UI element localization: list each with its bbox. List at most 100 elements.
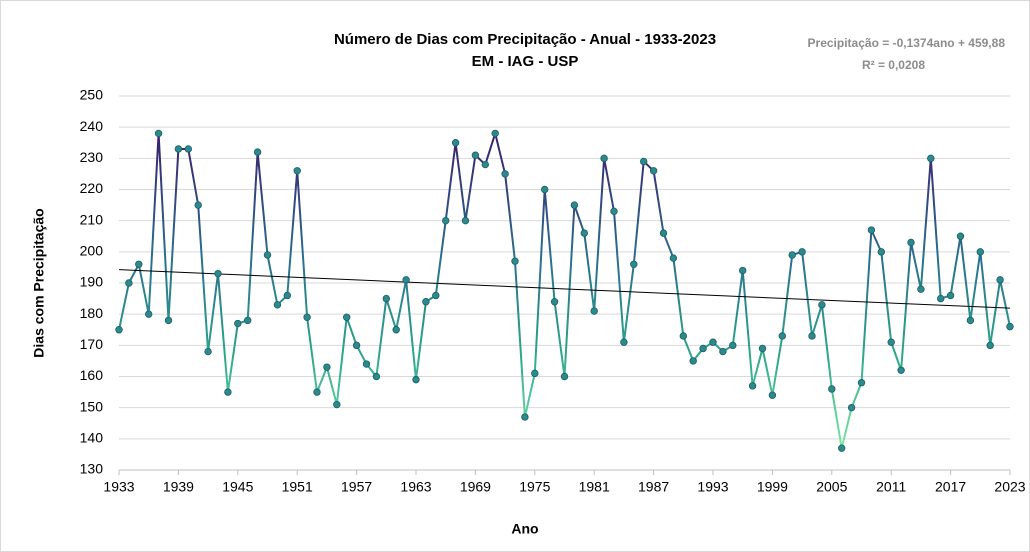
x-axis-title: Ano	[511, 521, 538, 537]
data-point	[343, 313, 351, 321]
data-point	[154, 129, 163, 138]
x-tick-label: 1999	[757, 479, 788, 495]
data-point	[600, 154, 608, 163]
y-tick-label: 230	[80, 149, 104, 165]
data-point	[570, 201, 579, 209]
data-point	[808, 332, 816, 340]
data-point	[263, 251, 272, 259]
data-point	[946, 291, 955, 300]
y-tick-label: 190	[80, 274, 104, 290]
data-point	[877, 248, 885, 256]
data-point	[174, 145, 183, 153]
data-point	[966, 316, 975, 325]
x-tick-label: 1981	[579, 479, 610, 495]
data-point	[778, 332, 786, 340]
data-point	[521, 413, 529, 421]
data-point	[996, 276, 1004, 284]
trend-equation: Precipitação = -0,1374ano + 459,88	[808, 36, 1006, 50]
data-point	[818, 301, 826, 309]
data-point	[927, 154, 935, 163]
y-tick-label: 140	[80, 430, 104, 446]
data-point	[501, 170, 509, 178]
data-point	[362, 360, 371, 368]
data-point	[135, 260, 143, 268]
data-point	[679, 332, 687, 340]
data-point	[224, 388, 232, 396]
data-point	[392, 326, 400, 334]
data-point	[471, 151, 480, 159]
data-point	[382, 294, 390, 303]
x-tick-label: 2017	[935, 479, 966, 495]
data-point	[719, 347, 727, 356]
data-point	[659, 229, 668, 237]
y-tick-label: 210	[80, 211, 104, 227]
x-tick-label: 1969	[460, 479, 491, 495]
data-point	[125, 279, 133, 287]
y-tick-label: 250	[80, 87, 104, 103]
x-tick-label: 2011	[876, 479, 906, 495]
data-point	[560, 372, 569, 381]
data-point	[976, 248, 984, 256]
data-point	[699, 344, 707, 353]
trend-r2: R² = 0,0208	[862, 58, 925, 72]
data-point	[164, 316, 173, 325]
data-point	[412, 375, 420, 384]
data-point	[689, 357, 697, 365]
data-point	[630, 260, 638, 268]
data-point	[620, 338, 628, 346]
data-point	[372, 372, 381, 381]
data-point	[580, 229, 588, 237]
data-point	[847, 403, 856, 412]
x-tick-label: 2005	[816, 479, 847, 495]
data-point	[709, 338, 717, 346]
data-point	[293, 167, 301, 175]
data-point	[451, 139, 460, 147]
data-point	[204, 347, 212, 356]
data-point	[333, 400, 341, 409]
data-point	[234, 319, 242, 328]
data-point	[887, 338, 895, 346]
x-tick-label: 1963	[400, 479, 431, 495]
data-point	[511, 257, 519, 265]
data-point	[649, 167, 658, 175]
data-point	[956, 232, 965, 240]
data-point	[669, 254, 678, 262]
data-point	[550, 298, 559, 306]
data-point	[194, 201, 202, 209]
chart-subtitle: EM - IAG - USP	[472, 53, 579, 70]
data-point	[352, 341, 361, 350]
data-point	[243, 316, 252, 325]
data-point	[214, 269, 222, 278]
data-point	[1006, 322, 1014, 331]
data-point	[432, 291, 440, 300]
data-point	[640, 157, 648, 166]
data-point	[867, 226, 876, 234]
y-tick-label: 240	[80, 118, 104, 134]
data-point	[729, 341, 737, 350]
data-point	[481, 160, 489, 169]
x-tick-label: 1975	[519, 479, 550, 495]
y-tick-label: 130	[80, 461, 104, 477]
data-point	[313, 388, 321, 396]
y-axis-title: Dias com Precipitação	[31, 208, 47, 357]
y-tick-label: 150	[80, 398, 104, 414]
data-point	[422, 298, 430, 306]
data-point	[442, 216, 450, 225]
data-point	[917, 285, 925, 293]
data-point	[937, 294, 945, 303]
x-tick-label: 1987	[638, 479, 669, 495]
data-point	[531, 369, 539, 378]
y-tick-label: 170	[80, 336, 104, 352]
data-point	[758, 344, 767, 353]
data-point	[748, 382, 757, 390]
data-point	[897, 366, 905, 374]
x-tick-label: 1945	[222, 479, 253, 495]
y-tick-label: 160	[80, 367, 104, 383]
data-point	[907, 238, 915, 247]
data-point	[491, 129, 499, 138]
data-point	[986, 341, 994, 350]
data-point	[303, 313, 311, 321]
trend-line	[118, 269, 1011, 309]
data-point	[461, 216, 470, 225]
